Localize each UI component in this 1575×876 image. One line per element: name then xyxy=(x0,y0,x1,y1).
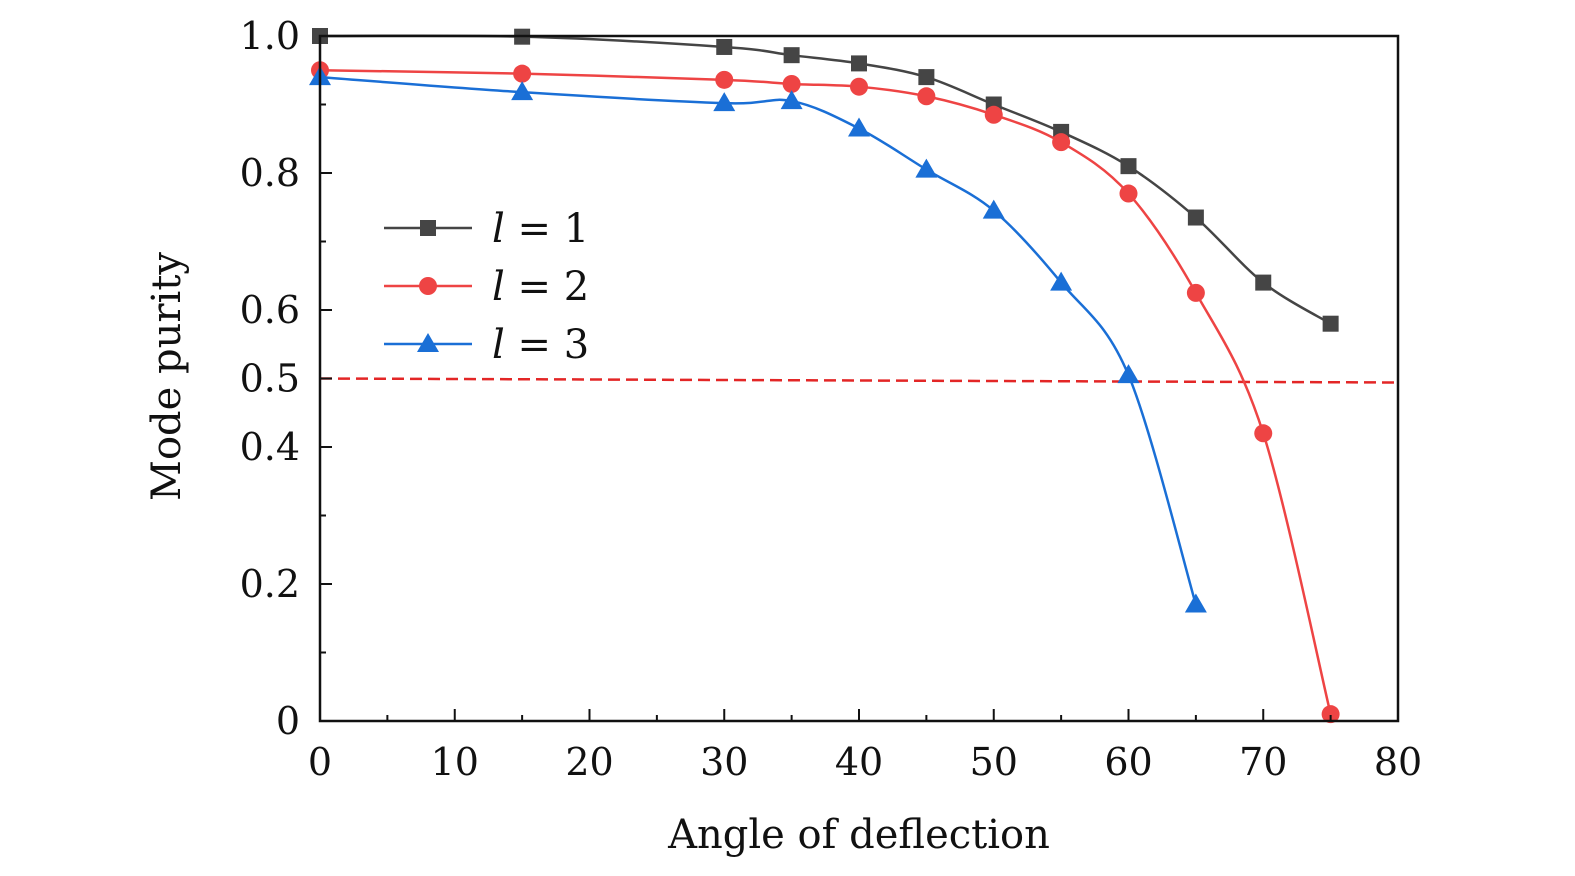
x-tick-label: 60 xyxy=(1104,740,1152,784)
plot-frame xyxy=(318,34,1400,723)
y-tick-label: 0.2 xyxy=(240,562,300,606)
series-2-point xyxy=(984,105,1003,124)
series-1-point xyxy=(1255,274,1272,291)
legend-swatch-marker xyxy=(417,333,439,352)
x-tick-label: 80 xyxy=(1374,740,1422,784)
series-1-point xyxy=(1322,315,1339,332)
legend-swatch-marker xyxy=(420,220,436,236)
series-1-point xyxy=(716,38,733,55)
series-2-line xyxy=(319,69,1332,715)
y-tick-label: 0.5 xyxy=(240,357,300,401)
series-3 xyxy=(309,66,1207,613)
legend-swatch-marker xyxy=(419,277,437,295)
series-3-point xyxy=(915,158,938,178)
y-tick-label: 1.0 xyxy=(240,14,300,58)
x-tick-label: 40 xyxy=(835,740,883,784)
legend-item-1: l = 1 xyxy=(384,206,589,252)
series-3-point xyxy=(1050,271,1073,291)
series-3-point xyxy=(511,81,534,101)
series-2-point xyxy=(917,87,936,106)
series-3-line xyxy=(319,75,1198,605)
legend-item-2: l = 2 xyxy=(384,264,589,310)
series-2-point xyxy=(1119,184,1138,203)
labels-layer: 0 10 20 30 40 50 60 70 80 0 0.2 0.4 0.5 0.6 0.8 1.0 xyxy=(240,14,1423,784)
series-1-line xyxy=(319,34,1332,325)
series-3-point xyxy=(848,117,870,137)
ticks-layer xyxy=(319,35,1399,722)
series-3-point xyxy=(713,92,736,112)
series-3-point xyxy=(982,199,1005,219)
series-2-point xyxy=(1186,283,1205,302)
y-tick-label: 0.4 xyxy=(240,425,300,469)
threshold-layer xyxy=(319,377,1399,384)
threshold-line xyxy=(319,377,1399,384)
x-tick-label: 50 xyxy=(970,740,1018,784)
series-1-point xyxy=(851,55,867,72)
series-2-point xyxy=(782,74,801,93)
series-1-point xyxy=(783,47,800,64)
legend: l = 1 l = 2 l = 3 xyxy=(384,206,589,368)
x-tick-label: 70 xyxy=(1239,740,1287,784)
series-layer xyxy=(309,28,1340,724)
legend-label: l = 2 xyxy=(492,264,589,310)
series-2 xyxy=(311,61,1340,724)
y-tick-label: 0.8 xyxy=(240,151,300,195)
legend-label: l = 3 xyxy=(492,322,589,368)
series-3-point xyxy=(1117,364,1140,384)
x-tick-label: 10 xyxy=(431,740,479,784)
x-tick-label: 0 xyxy=(308,740,332,784)
series-3-point xyxy=(1184,593,1207,613)
series-2-point xyxy=(1321,705,1340,724)
series-2-point xyxy=(1254,424,1273,443)
x-tick-label: 30 xyxy=(700,740,748,784)
series-1-point xyxy=(1187,209,1204,226)
series-1-point xyxy=(1120,158,1137,175)
series-1-point xyxy=(918,69,935,86)
series-2-point xyxy=(715,70,734,89)
x-axis-title: Angle of deflection xyxy=(667,812,1050,858)
y-tick-label: 0 xyxy=(276,699,300,743)
series-2-point xyxy=(1052,133,1071,152)
y-axis-title: Mode purity xyxy=(144,252,190,501)
legend-label: l = 1 xyxy=(492,206,589,252)
series-2-point xyxy=(850,77,868,96)
legend-item-3: l = 3 xyxy=(384,322,589,368)
y-tick-label: 0.6 xyxy=(240,288,300,332)
series-2-point xyxy=(513,64,532,83)
series-3-point xyxy=(780,90,803,110)
x-tick-label: 20 xyxy=(565,740,613,784)
